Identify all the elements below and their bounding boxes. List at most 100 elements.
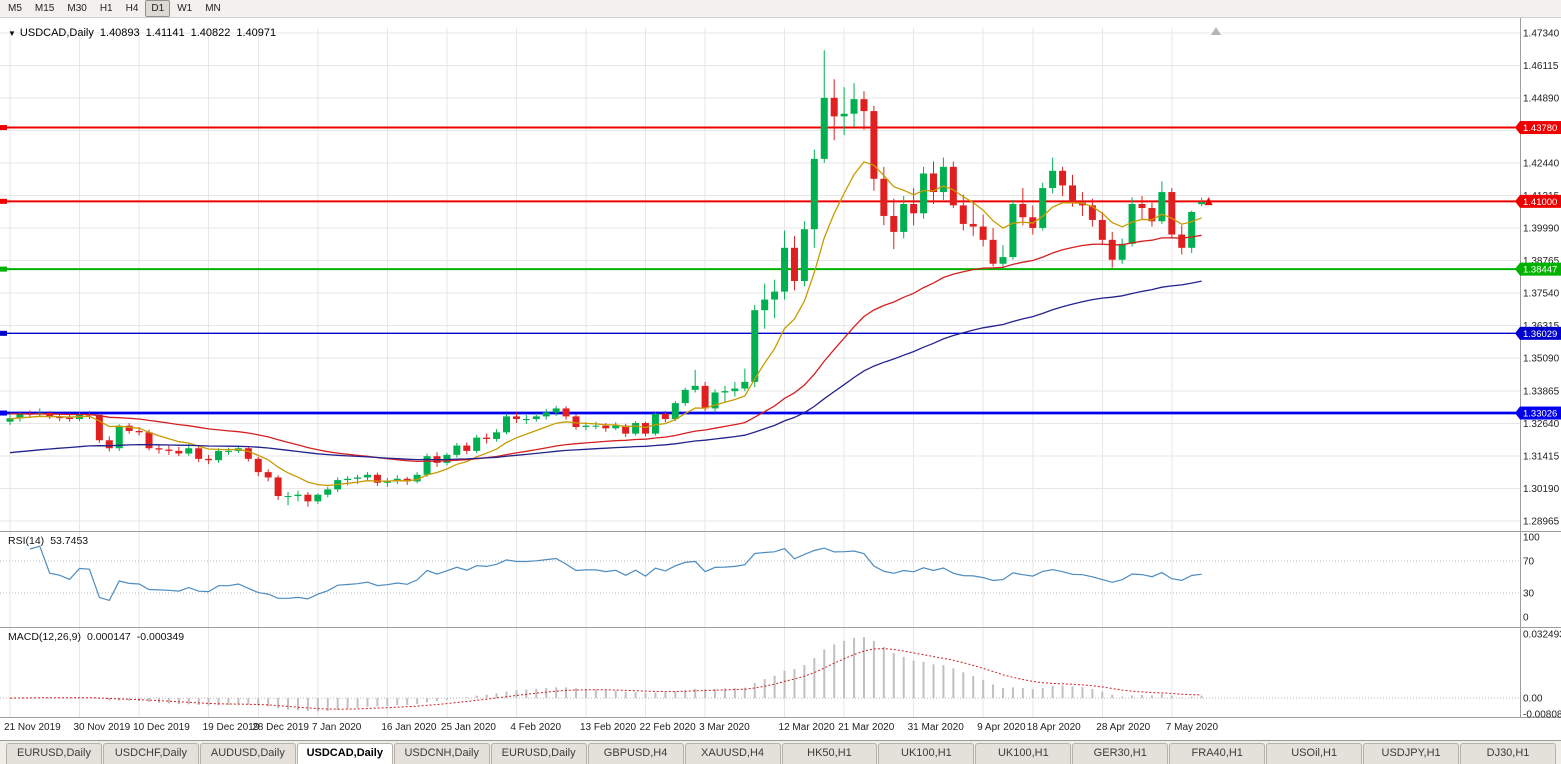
candle <box>1148 202 1156 227</box>
hline-1.38447[interactable] <box>0 266 1520 272</box>
svg-text:0.00: 0.00 <box>1523 694 1543 705</box>
candle <box>423 453 431 477</box>
macd-main-value: 0.000147 <box>86 631 131 643</box>
chart-shift-marker-icon[interactable] <box>1211 27 1221 35</box>
candle <box>592 421 600 430</box>
candle <box>711 389 719 413</box>
chart-tab-0-eurusd-daily[interactable]: EURUSD,Daily <box>6 743 102 764</box>
candle <box>215 448 223 463</box>
candle <box>413 472 421 484</box>
hline-1.41000[interactable] <box>0 198 1520 204</box>
rsi-pane <box>0 545 1520 602</box>
candle <box>363 472 371 482</box>
candle <box>820 50 828 163</box>
chart-tab-9-uk100-h1[interactable]: UK100,H1 <box>878 743 975 764</box>
chart-tab-3-usdcad-daily[interactable]: USDCAD,Daily <box>296 743 393 764</box>
candle <box>622 423 630 438</box>
timeframe-button-mn[interactable]: MN <box>205 3 221 14</box>
macd-name: MACD(12,26,9) <box>8 631 81 643</box>
candle <box>503 413 510 435</box>
candle <box>790 235 798 291</box>
chart-tab-11-ger30-h1[interactable]: GER30,H1 <box>1072 743 1169 764</box>
svg-text:21 Nov 2019: 21 Nov 2019 <box>4 722 61 733</box>
timeframe-button-m5[interactable]: M5 <box>8 3 22 14</box>
svg-text:-0.00808: -0.00808 <box>1523 710 1561 721</box>
candle <box>701 381 709 412</box>
candle <box>920 166 928 219</box>
ma-line-5 <box>9 161 1202 487</box>
candle <box>751 304 759 388</box>
svg-text:100: 100 <box>1523 533 1540 544</box>
svg-text:1.35090: 1.35090 <box>1523 354 1560 365</box>
svg-text:1.36315: 1.36315 <box>1523 321 1560 332</box>
ohlc-close: 1.40971 <box>236 27 277 39</box>
ohlc-open: 1.40893 <box>99 27 140 39</box>
chart-tab-2-audusd-daily[interactable]: AUDUSD,Daily <box>199 743 296 764</box>
chart-tab-7-xauusd-h4[interactable]: XAUUSD,H4 <box>684 743 781 764</box>
hline-1.43780[interactable] <box>0 125 1520 131</box>
chart-title: ▼ USDCAD,Daily 1.40893 1.41141 1.40822 1… <box>8 27 276 39</box>
svg-text:7 May 2020: 7 May 2020 <box>1166 722 1219 733</box>
svg-text:1.32640: 1.32640 <box>1523 419 1560 430</box>
candle <box>224 447 232 455</box>
candle <box>1098 211 1106 246</box>
candle <box>1019 188 1027 226</box>
hline-left-marker-icon <box>0 125 7 131</box>
hline-left-marker-icon <box>0 330 7 336</box>
chart-tab-5-eurusd-daily[interactable]: EURUSD,Daily <box>490 743 587 764</box>
timeframe-button-h4[interactable]: H4 <box>125 3 139 14</box>
candle <box>95 413 103 443</box>
main-chart-svg[interactable]: 1.473401.461151.448901.436651.424401.412… <box>0 18 1561 740</box>
candle <box>46 411 54 420</box>
candle <box>522 415 530 424</box>
chart-region[interactable]: 1.473401.461151.448901.436651.424401.412… <box>0 18 1561 740</box>
candle <box>264 469 272 482</box>
timeframe-button-m30[interactable]: M30 <box>67 3 87 14</box>
hline-left-marker-icon <box>0 266 7 272</box>
svg-text:13 Feb 2020: 13 Feb 2020 <box>580 722 637 733</box>
ohlc-low: 1.40822 <box>190 27 231 39</box>
candle <box>870 105 878 191</box>
svg-text:1.39990: 1.39990 <box>1523 224 1560 235</box>
hlines-layer <box>0 125 1520 416</box>
chart-tab-4-usdcnh-daily[interactable]: USDCNH,Daily <box>393 743 490 764</box>
candle <box>651 412 659 436</box>
svg-text:30: 30 <box>1523 589 1535 600</box>
svg-text:12 Mar 2020: 12 Mar 2020 <box>779 722 836 733</box>
hline-1.33026[interactable] <box>0 410 1520 416</box>
hline-1.36029[interactable] <box>0 330 1520 336</box>
chart-tab-bar: EURUSD,Daily USDCHF,Daily AUDUSD,Daily USDC… <box>0 740 1561 764</box>
ma-line-21 <box>10 234 1202 463</box>
svg-text:1.44890: 1.44890 <box>1523 94 1560 105</box>
svg-text:1.42440: 1.42440 <box>1523 159 1560 170</box>
chart-tab-1-usdchf-daily[interactable]: USDCHF,Daily <box>102 743 199 764</box>
chart-tab-6-gbpusd-h4[interactable]: GBPUSD,H4 <box>587 743 684 764</box>
candle <box>949 161 957 208</box>
chart-tab-12-fra40-h1[interactable]: FRA40,H1 <box>1169 743 1266 764</box>
chart-tab-14-usdjpy-h1[interactable]: USDJPY,H1 <box>1363 743 1460 764</box>
symbol-dropdown-icon[interactable]: ▼ <box>8 28 16 38</box>
candle <box>771 279 779 319</box>
candle <box>304 492 312 507</box>
svg-text:1.31415: 1.31415 <box>1523 451 1560 462</box>
svg-text:7 Jan 2020: 7 Jan 2020 <box>312 722 362 733</box>
chart-tab-15-dj30-h1[interactable]: DJ30,H1 <box>1460 743 1556 764</box>
svg-text:1.33026: 1.33026 <box>1523 409 1557 420</box>
candle <box>294 490 302 502</box>
chart-tab-10-uk100-h1[interactable]: UK100,H1 <box>975 743 1072 764</box>
svg-text:16 Jan 2020: 16 Jan 2020 <box>381 722 436 733</box>
hline-left-marker-icon <box>0 410 7 416</box>
candle <box>1178 225 1186 255</box>
svg-text:28 Dec 2019: 28 Dec 2019 <box>252 722 309 733</box>
timeframe-button-m15[interactable]: M15 <box>34 3 55 14</box>
candle <box>512 412 520 424</box>
candle <box>830 79 838 141</box>
timeframe-button-h1[interactable]: H1 <box>99 3 113 14</box>
chart-tab-8-hk50-h1[interactable]: HK50,H1 <box>781 743 878 764</box>
candle <box>929 161 937 205</box>
chart-tab-13-usoil-h1[interactable]: USOil,H1 <box>1266 743 1363 764</box>
timeframe-button-w1[interactable]: W1 <box>177 3 193 14</box>
timeframe-button-d1[interactable]: D1 <box>145 0 171 17</box>
macd-header: MACD(12,26,9) 0.000147 -0.000349 <box>8 631 184 643</box>
candle <box>612 422 620 431</box>
